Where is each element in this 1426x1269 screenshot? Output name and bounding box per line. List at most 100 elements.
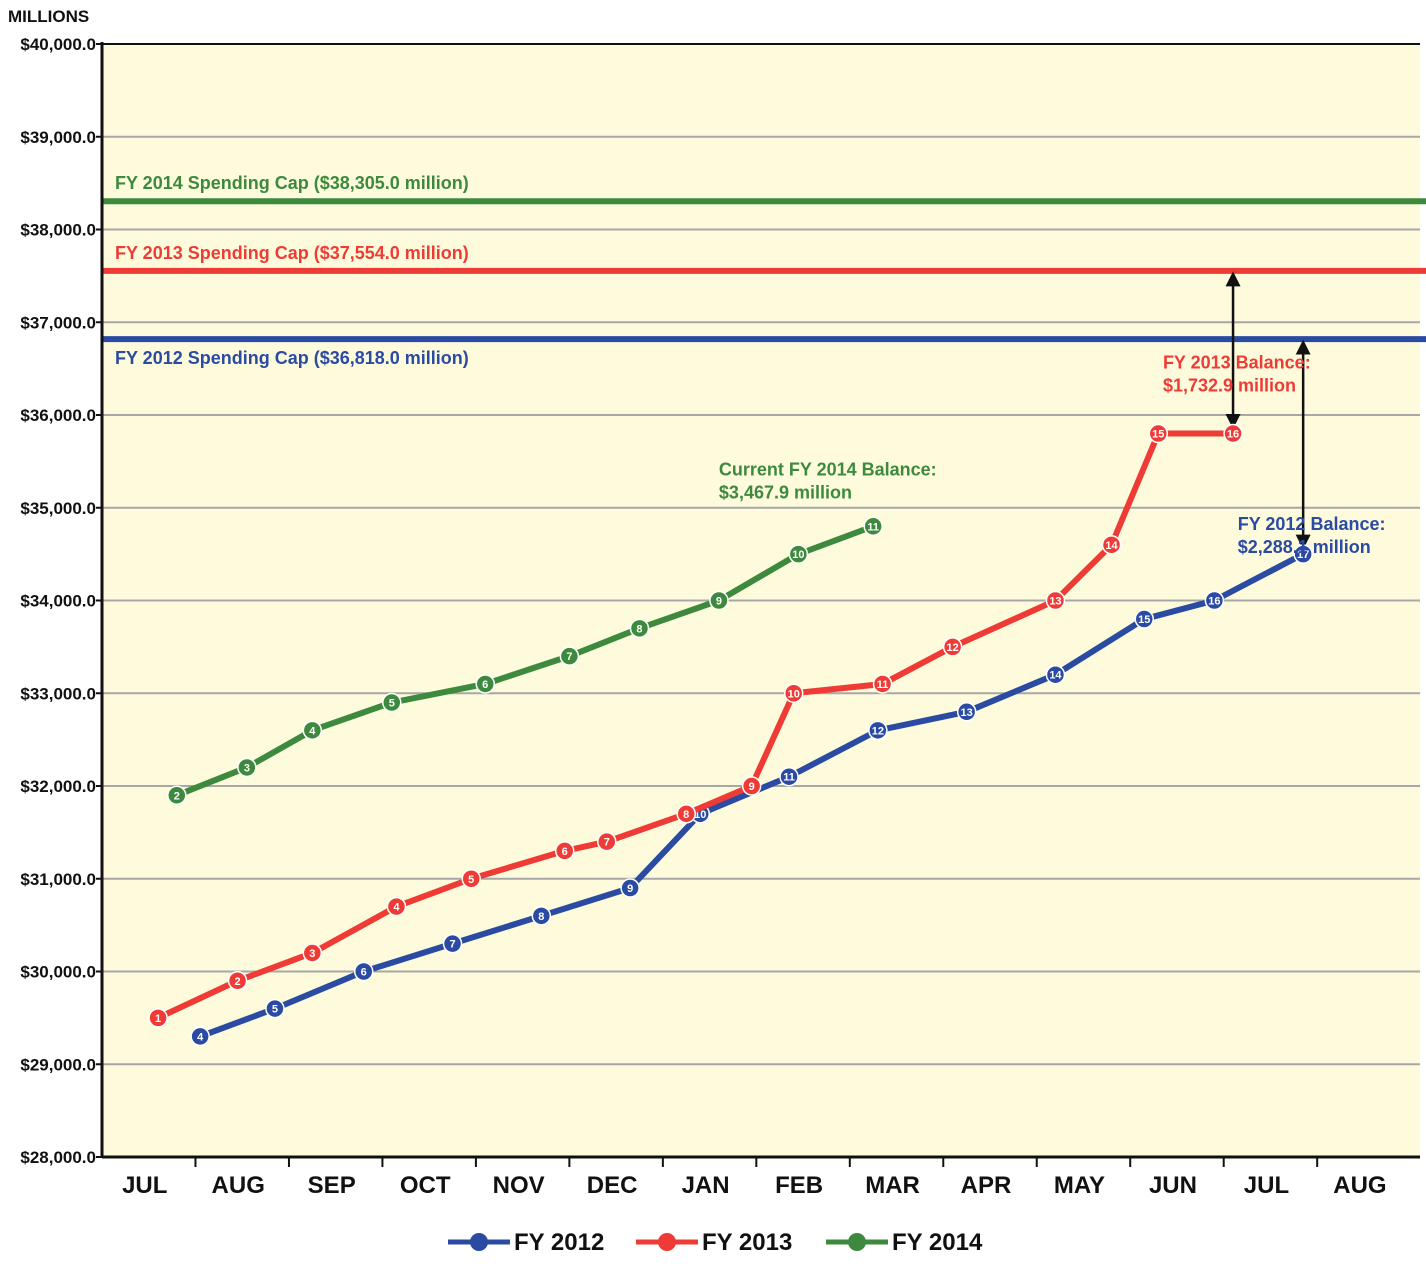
legend-entry: FY 2014: [892, 1229, 983, 1256]
data-point-label: 14: [1105, 540, 1118, 552]
data-point-label: 3: [244, 762, 250, 774]
x-tick-label: DEC: [587, 1172, 638, 1199]
data-point-label: 6: [482, 679, 488, 691]
data-point-label: 8: [683, 809, 689, 821]
legend-swatch-marker: [470, 1233, 488, 1251]
data-point: [788, 544, 809, 564]
data-point-label: 9: [749, 781, 755, 793]
data-point: [741, 776, 762, 796]
units-label: MILLIONS: [8, 7, 89, 26]
spending-cap-label: FY 2014 Spending Cap ($38,305.0 million): [115, 173, 469, 193]
x-tick-label: JUL: [122, 1172, 167, 1199]
data-point: [942, 637, 963, 657]
data-point-label: 8: [636, 623, 642, 635]
legend-swatch-marker: [848, 1233, 866, 1251]
legend-entry: FY 2012: [514, 1229, 604, 1256]
x-tick-label: AUG: [1333, 1172, 1386, 1199]
data-point: [442, 933, 463, 954]
y-tick-label: $37,000.0: [20, 313, 96, 332]
x-tick-label: OCT: [400, 1172, 451, 1199]
data-point: [956, 702, 977, 722]
balance-annotation: $3,467.9 million: [719, 482, 852, 502]
data-point-label: 10: [788, 688, 800, 700]
data-point-label: 14: [1049, 670, 1062, 682]
data-point: [353, 961, 374, 982]
data-point-label: 13: [1049, 596, 1061, 608]
data-point-label: 11: [877, 679, 889, 691]
balance-annotation: Current FY 2014 Balance:: [719, 459, 937, 479]
x-tick-label: SEP: [308, 1172, 356, 1199]
data-point: [676, 804, 696, 824]
y-tick-label: $34,000.0: [20, 592, 96, 611]
x-tick-label: MAR: [865, 1172, 920, 1199]
data-point: [559, 646, 580, 666]
data-point-label: 15: [1138, 614, 1150, 626]
data-point-label: 7: [566, 651, 572, 663]
y-tick-label: $38,000.0: [20, 221, 96, 240]
y-tick-label: $28,000.0: [20, 1148, 96, 1167]
x-tick-label: JUL: [1244, 1172, 1289, 1199]
spending-cap-label: FY 2013 Spending Cap ($37,554.0 million): [115, 243, 469, 263]
data-point-label: 3: [309, 948, 315, 960]
data-point-label: 4: [393, 902, 400, 914]
data-point-label: 7: [449, 939, 455, 951]
data-point: [302, 720, 323, 741]
data-point: [620, 878, 640, 898]
data-point: [1204, 590, 1225, 611]
data-point: [554, 841, 575, 861]
data-point: [872, 674, 893, 694]
data-point: [1223, 423, 1243, 444]
series-line: [197, 551, 1307, 1040]
balance-annotation: FY 2013 Balance:: [1163, 353, 1311, 373]
x-tick-label: APR: [961, 1172, 1012, 1199]
data-point: [783, 683, 804, 703]
y-tick-label: $29,000.0: [20, 1055, 96, 1074]
data-point-label: 5: [272, 1004, 278, 1016]
data-point: [237, 757, 257, 778]
data-point: [461, 869, 481, 889]
legend-entry: FY 2013: [702, 1229, 792, 1256]
data-point-label: 9: [627, 883, 633, 895]
data-point: [382, 692, 402, 713]
data-point: [709, 590, 729, 611]
data-point-label: 15: [1152, 429, 1164, 441]
series-fy-2012: 4 5 6 7 8 9 10 11 12 13 14 15 16 17: [190, 544, 1313, 1047]
y-tick-label: $36,000.0: [20, 406, 96, 425]
data-point: [597, 831, 617, 852]
data-point: [868, 720, 888, 741]
data-point: [779, 766, 799, 787]
data-point-label: 5: [468, 874, 474, 886]
series-fy-2014: 2 3 4 5 6 7 8 9 10 11: [167, 516, 883, 806]
y-tick-label: $30,000.0: [20, 963, 96, 982]
x-tick-label: NOV: [493, 1172, 545, 1199]
data-point-label: 6: [562, 846, 568, 858]
data-point: [148, 1008, 168, 1028]
series-line: [173, 523, 877, 799]
x-tick-label: FEB: [775, 1172, 823, 1199]
data-point-label: 11: [783, 772, 795, 784]
data-point-label: 2: [174, 790, 180, 802]
data-point: [629, 618, 650, 639]
data-point-label: 4: [197, 1031, 204, 1043]
data-point-label: 11: [867, 521, 879, 533]
y-tick-label: $33,000.0: [20, 684, 96, 703]
y-tick-label: $31,000.0: [20, 870, 96, 889]
data-point-label: 12: [872, 725, 884, 737]
data-point-label: 17: [1297, 549, 1309, 561]
data-point: [1293, 544, 1313, 564]
y-tick-label: $39,000.0: [20, 128, 96, 147]
series-line: [155, 430, 1237, 1021]
data-point: [863, 516, 883, 537]
data-point: [531, 906, 552, 926]
data-point: [1148, 423, 1169, 444]
data-point: [302, 943, 323, 963]
x-tick-label: MAY: [1054, 1172, 1105, 1199]
data-point: [386, 896, 407, 917]
data-point: [190, 1026, 210, 1047]
data-point-label: 6: [361, 967, 367, 979]
y-tick-label: $35,000.0: [20, 499, 96, 518]
balance-annotation: FY 2012 Balance:: [1238, 514, 1386, 534]
data-point: [265, 998, 285, 1019]
